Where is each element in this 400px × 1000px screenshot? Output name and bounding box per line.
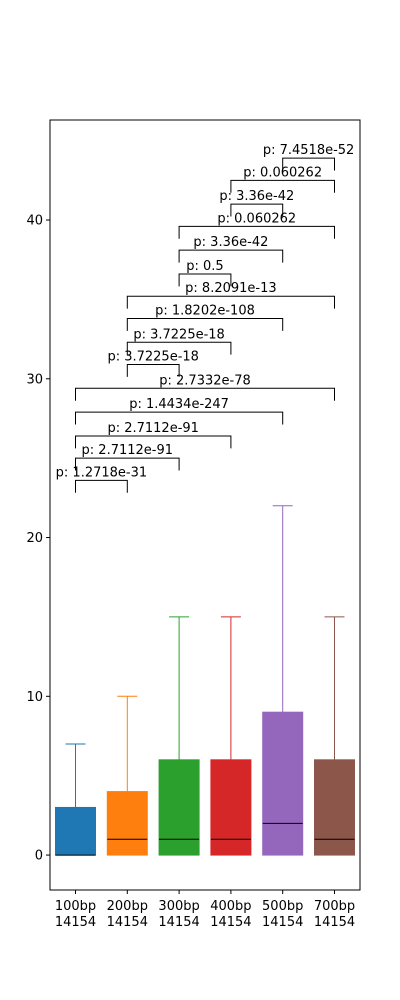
x-tick-label: 100bp [55, 899, 96, 914]
box-300bp [158, 616, 200, 856]
box-200bp [106, 695, 148, 856]
bracket-0-3: p: 2.7112e-91 [75, 421, 232, 449]
y-tick-30: 30 [26, 372, 50, 387]
x-tick-count: 14154 [262, 915, 303, 930]
bracket-line [282, 157, 335, 171]
chart-marks [55, 505, 355, 856]
p-value-label: p: 7.4518e-52 [263, 143, 354, 158]
bracket-2-4: p: 3.36e-42 [178, 235, 284, 263]
p-value-label: p: 0.060262 [243, 165, 322, 180]
y-tick-20: 20 [26, 531, 50, 546]
plot-frame [49, 119, 361, 891]
bracket-line [126, 341, 232, 355]
x-tick-count: 14154 [210, 915, 251, 930]
box-body [55, 806, 96, 856]
x-tick-label: 200bp [107, 899, 148, 914]
y-tick-40: 40 [26, 214, 50, 229]
y-tick-label: 40 [26, 214, 43, 229]
y-tick-label: 20 [26, 531, 43, 546]
bracket-1-4: p: 1.8202e-108 [126, 303, 284, 331]
p-value-label: p: 3.36e-42 [219, 189, 294, 204]
x-tick-label: 700bp [314, 899, 355, 914]
bracket-2-5: p: 0.060262 [178, 211, 335, 239]
bracket-line [230, 203, 284, 217]
significance-brackets: p: 1.2718e-31 p: 2.7112e-91 p: 2.7112e-91 p… [56, 143, 354, 493]
box-100bp [55, 743, 96, 856]
bracket-0-1: p: 1.2718e-31 [56, 465, 147, 493]
x-tick-count: 14154 [55, 915, 96, 930]
bracket-4-5: p: 7.4518e-52 [263, 143, 354, 171]
bracket-line [178, 249, 284, 263]
bracket-3-5: p: 0.060262 [230, 165, 335, 193]
bracket-2-3: p: 0.5 [178, 259, 232, 287]
box-body [262, 711, 304, 856]
p-value-label: p: 2.7112e-91 [82, 443, 173, 458]
bracket-line [178, 273, 232, 287]
p-value-label: p: 0.060262 [217, 211, 296, 226]
y-tick-label: 10 [26, 690, 43, 705]
box-body [314, 759, 355, 856]
box-body [158, 759, 200, 856]
p-value-label: p: 3.7225e-18 [107, 349, 198, 364]
bracket-line [75, 457, 180, 471]
x-tick-count: 14154 [314, 915, 355, 930]
p-value-label: p: 3.36e-42 [193, 235, 268, 250]
x-tick-count: 14154 [158, 915, 199, 930]
p-value-label: p: 3.7225e-18 [133, 327, 224, 342]
bracket-line [75, 387, 335, 401]
p-value-label: p: 2.7332e-78 [159, 373, 250, 388]
box-500bp [262, 505, 304, 856]
bracket-line [230, 179, 335, 193]
p-value-label: p: 2.7112e-91 [107, 421, 198, 436]
bracket-line [126, 295, 335, 309]
p-value-label: p: 8.2091e-13 [185, 281, 276, 296]
bracket-line [75, 411, 284, 425]
chart-axes: 010203040100bp14154200bp14154300bp141544… [26, 214, 355, 930]
bracket-1-5: p: 8.2091e-13 [126, 281, 335, 309]
y-tick-10: 10 [26, 690, 50, 705]
y-tick-0: 0 [35, 849, 50, 864]
bracket-line [178, 225, 335, 239]
bracket-1-2: p: 3.7225e-18 [107, 349, 199, 377]
bracket-line [126, 363, 180, 377]
bracket-3-4: p: 3.36e-42 [219, 189, 294, 217]
p-value-label: p: 1.4434e-247 [129, 397, 229, 412]
bracket-0-5: p: 2.7332e-78 [75, 373, 335, 401]
box-body [210, 759, 252, 856]
box-body [106, 791, 148, 856]
x-tick-label: 500bp [262, 899, 303, 914]
bracket-0-4: p: 1.4434e-247 [75, 397, 284, 425]
y-tick-label: 30 [26, 372, 43, 387]
bracket-line [126, 317, 284, 331]
bracket-0-2: p: 2.7112e-91 [75, 443, 180, 471]
bracket-line [75, 435, 232, 449]
bracket-line [75, 479, 128, 493]
y-tick-label: 0 [35, 849, 43, 864]
p-value-label: p: 0.5 [186, 259, 223, 274]
box-700bp [314, 616, 355, 856]
x-tick-count: 14154 [107, 915, 148, 930]
x-tick-label: 300bp [158, 899, 199, 914]
plot-background [50, 120, 360, 890]
bracket-1-3: p: 3.7225e-18 [126, 327, 232, 355]
box-400bp [210, 616, 252, 856]
p-value-label: p: 1.2718e-31 [56, 465, 147, 480]
p-value-label: p: 1.8202e-108 [155, 303, 255, 318]
x-tick-label: 400bp [210, 899, 251, 914]
